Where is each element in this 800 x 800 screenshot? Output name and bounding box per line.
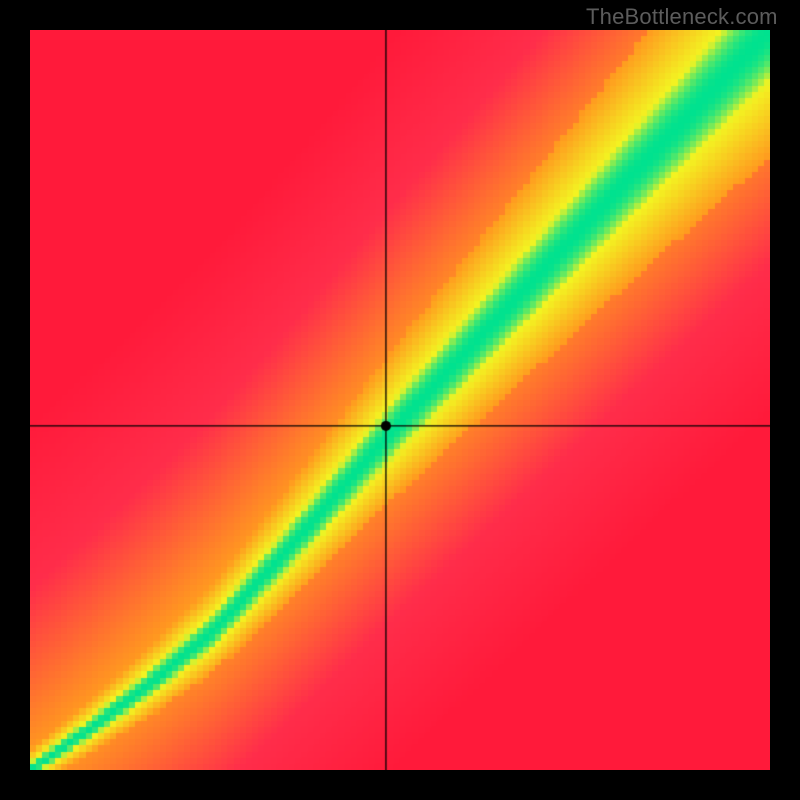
heatmap-canvas [30,30,770,770]
watermark-text: TheBottleneck.com [586,4,778,30]
